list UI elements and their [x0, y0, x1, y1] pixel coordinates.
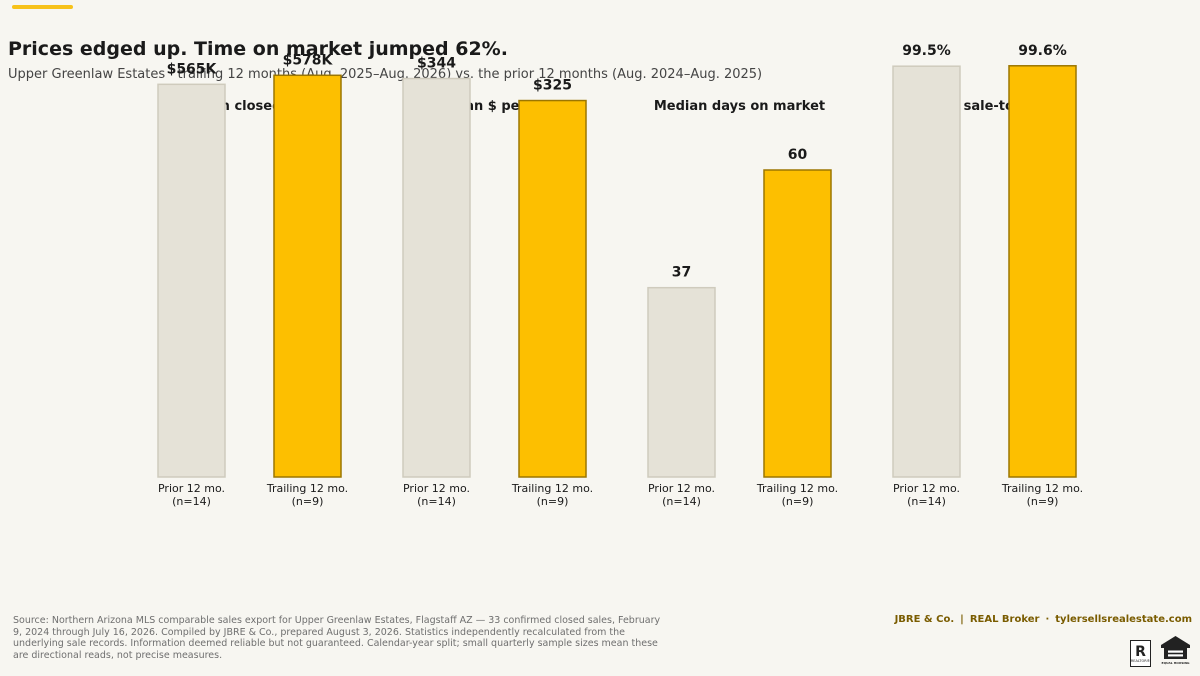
page-subtitle: Upper Greenlaw Estates · trailing 12 mon… [8, 67, 763, 82]
bar [402, 77, 471, 478]
bar [763, 169, 832, 478]
brand-broker: REAL Broker [969, 614, 1040, 625]
bar [892, 65, 961, 478]
category-label: Trailing 12 mo. [756, 482, 838, 495]
category-label: Trailing 12 mo. [511, 482, 593, 495]
category-label: (n=9) [1027, 495, 1059, 508]
category-label: Prior 12 mo. [403, 482, 470, 495]
chart-title: Median days on market [654, 99, 825, 114]
category-label: (n=9) [292, 495, 324, 508]
brand-line: JBRE & Co. | REAL Broker · tylersellsrealest… [895, 614, 1192, 625]
category-label: (n=14) [172, 495, 211, 508]
realtor-logo-icon: R REALTOR® [1130, 640, 1151, 667]
accent-line [12, 5, 73, 9]
category-label: Prior 12 mo. [893, 482, 960, 495]
category-label: Prior 12 mo. [158, 482, 225, 495]
data-label: $578K [283, 52, 334, 68]
category-label: Trailing 12 mo. [266, 482, 348, 495]
brand-website: tylersellsrealestate.com [1055, 614, 1192, 625]
data-label: 60 [788, 147, 808, 163]
category-label: (n=9) [782, 495, 814, 508]
category-label: (n=14) [907, 495, 946, 508]
bar [157, 83, 226, 478]
realtor-mark: R [1135, 643, 1146, 660]
category-label: Prior 12 mo. [648, 482, 715, 495]
data-label: $344 [417, 56, 456, 72]
bar [647, 286, 716, 478]
data-label: 99.6% [1018, 43, 1067, 59]
equal-housing-logo-icon: EQUAL HOUSING [1161, 636, 1191, 665]
data-label: 37 [672, 265, 691, 281]
brand-separator: | [960, 614, 964, 625]
category-label: (n=14) [662, 495, 701, 508]
brand-company: JBRE & Co. [894, 614, 955, 625]
category-label: (n=9) [537, 495, 569, 508]
bar [1008, 65, 1077, 478]
source-note: Source: Northern Arizona MLS comparable … [13, 615, 661, 661]
bar [273, 74, 342, 478]
data-label: 99.5% [902, 43, 951, 59]
data-label: $565K [167, 61, 218, 77]
brand-separator: · [1045, 614, 1050, 625]
eho-text: EQUAL HOUSING [1162, 661, 1191, 665]
data-label: $325 [533, 78, 572, 94]
logos: R REALTOR® EQUAL HOUSING [1130, 635, 1192, 667]
category-label: (n=14) [417, 495, 456, 508]
chart-group: Median days on market 37 Prior 12 mo.(n=14… [647, 99, 838, 508]
category-label: Trailing 12 mo. [1001, 482, 1083, 495]
realtor-text: REALTOR® [1130, 658, 1151, 663]
bar [518, 99, 587, 478]
page-title: Prices edged up. Time on market jumped 6… [8, 38, 508, 60]
